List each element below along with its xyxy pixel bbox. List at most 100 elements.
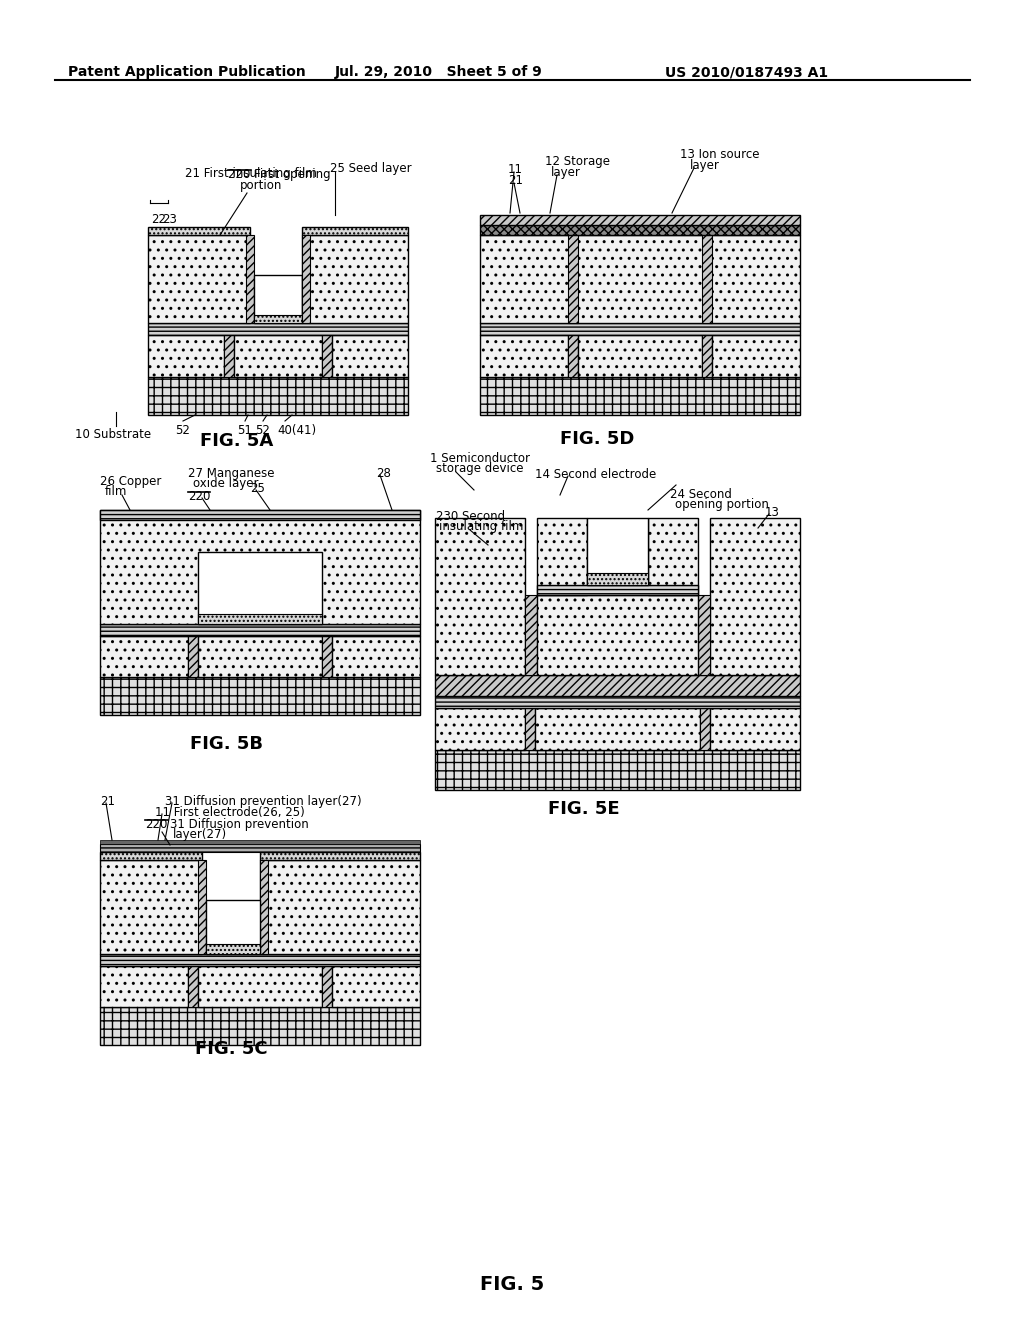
Bar <box>578 335 702 378</box>
Text: 52: 52 <box>255 424 270 437</box>
Bar <box>332 636 420 677</box>
Bar <box>148 335 224 378</box>
Bar <box>480 215 800 224</box>
Bar <box>435 517 525 675</box>
Bar <box>322 335 332 378</box>
Bar <box>198 614 322 624</box>
Bar <box>435 708 525 750</box>
Bar <box>480 235 800 323</box>
Bar <box>148 378 408 414</box>
Bar <box>535 708 700 750</box>
Bar <box>224 335 234 378</box>
Text: 28: 28 <box>376 467 391 480</box>
Bar <box>100 677 420 715</box>
Text: Jul. 29, 2010   Sheet 5 of 9: Jul. 29, 2010 Sheet 5 of 9 <box>335 65 543 79</box>
Bar <box>260 861 268 954</box>
Text: 31 Diffusion prevention: 31 Diffusion prevention <box>170 818 309 832</box>
Bar <box>537 595 698 675</box>
Bar <box>100 966 188 1007</box>
Bar <box>260 861 420 954</box>
Text: FIG. 5E: FIG. 5E <box>548 800 620 818</box>
Text: film: film <box>105 484 127 498</box>
Text: insulating film: insulating film <box>439 520 523 533</box>
Bar <box>587 517 648 585</box>
Text: FIG. 5A: FIG. 5A <box>200 432 273 450</box>
Text: 220: 220 <box>188 490 210 503</box>
Text: layer: layer <box>551 166 581 180</box>
Text: 220: 220 <box>145 818 167 832</box>
Text: 40(41): 40(41) <box>278 424 316 437</box>
Text: 21: 21 <box>100 795 115 808</box>
Text: 25 Seed layer: 25 Seed layer <box>330 162 412 176</box>
Bar <box>206 944 260 954</box>
Bar <box>537 585 698 595</box>
Bar <box>712 335 800 378</box>
Bar <box>525 708 535 750</box>
Bar <box>525 595 537 675</box>
Bar <box>702 235 712 323</box>
Text: 13 Ion source: 13 Ion source <box>680 148 760 161</box>
Bar <box>148 235 250 323</box>
Bar <box>480 323 800 335</box>
Bar <box>198 636 322 677</box>
Text: 220 First opening: 220 First opening <box>228 168 331 181</box>
Text: FIG. 5D: FIG. 5D <box>560 430 635 447</box>
Bar <box>332 966 420 1007</box>
Text: oxide layer: oxide layer <box>193 477 258 490</box>
Bar <box>302 235 310 323</box>
Bar <box>698 595 710 675</box>
Bar <box>188 966 198 1007</box>
Text: 51: 51 <box>237 424 252 437</box>
Text: 25: 25 <box>250 482 265 495</box>
Bar <box>480 335 568 378</box>
Text: 11: 11 <box>508 162 523 176</box>
Bar <box>254 315 302 323</box>
Text: layer: layer <box>690 158 720 172</box>
Bar <box>100 843 420 851</box>
Bar <box>100 840 420 843</box>
Text: US 2010/0187493 A1: US 2010/0187493 A1 <box>665 65 828 79</box>
Bar <box>100 954 420 966</box>
Text: 26 Copper: 26 Copper <box>100 475 162 488</box>
Text: FIG. 5: FIG. 5 <box>480 1275 544 1294</box>
Text: 10 Substrate: 10 Substrate <box>75 428 152 441</box>
Bar <box>710 517 800 675</box>
Bar <box>435 696 800 708</box>
Bar <box>198 861 206 954</box>
Bar <box>568 335 578 378</box>
Text: 13: 13 <box>765 506 780 519</box>
Text: 230 Second: 230 Second <box>436 510 505 523</box>
Text: 27 Manganese: 27 Manganese <box>188 467 274 480</box>
Text: Patent Application Publication: Patent Application Publication <box>68 65 306 79</box>
Bar <box>435 675 800 696</box>
Bar <box>100 510 420 624</box>
Text: layer(27): layer(27) <box>173 828 227 841</box>
Text: 52: 52 <box>175 424 189 437</box>
Bar <box>148 323 408 335</box>
Text: 21: 21 <box>508 174 523 187</box>
Text: opening portion: opening portion <box>675 498 769 511</box>
Text: portion: portion <box>240 180 283 191</box>
Bar <box>648 517 698 595</box>
Bar <box>198 552 322 624</box>
Text: 14 Second electrode: 14 Second electrode <box>535 469 656 480</box>
Bar <box>537 517 587 595</box>
Bar <box>198 966 322 1007</box>
Bar <box>206 900 260 954</box>
Bar <box>710 708 800 750</box>
Bar <box>100 624 420 636</box>
Bar <box>100 510 420 520</box>
Bar <box>700 708 710 750</box>
Text: FIG. 5C: FIG. 5C <box>195 1040 267 1059</box>
Bar <box>100 1007 420 1045</box>
Bar <box>322 636 332 677</box>
Bar <box>302 227 408 235</box>
Text: 31 Diffusion prevention layer(27): 31 Diffusion prevention layer(27) <box>165 795 361 808</box>
Text: 21 First insulating film: 21 First insulating film <box>185 168 316 180</box>
Text: 23: 23 <box>162 213 177 226</box>
Bar <box>587 573 648 585</box>
Text: 1 Semiconductor: 1 Semiconductor <box>430 451 530 465</box>
Bar <box>332 335 408 378</box>
Text: 22: 22 <box>151 213 166 226</box>
Bar <box>260 851 420 861</box>
